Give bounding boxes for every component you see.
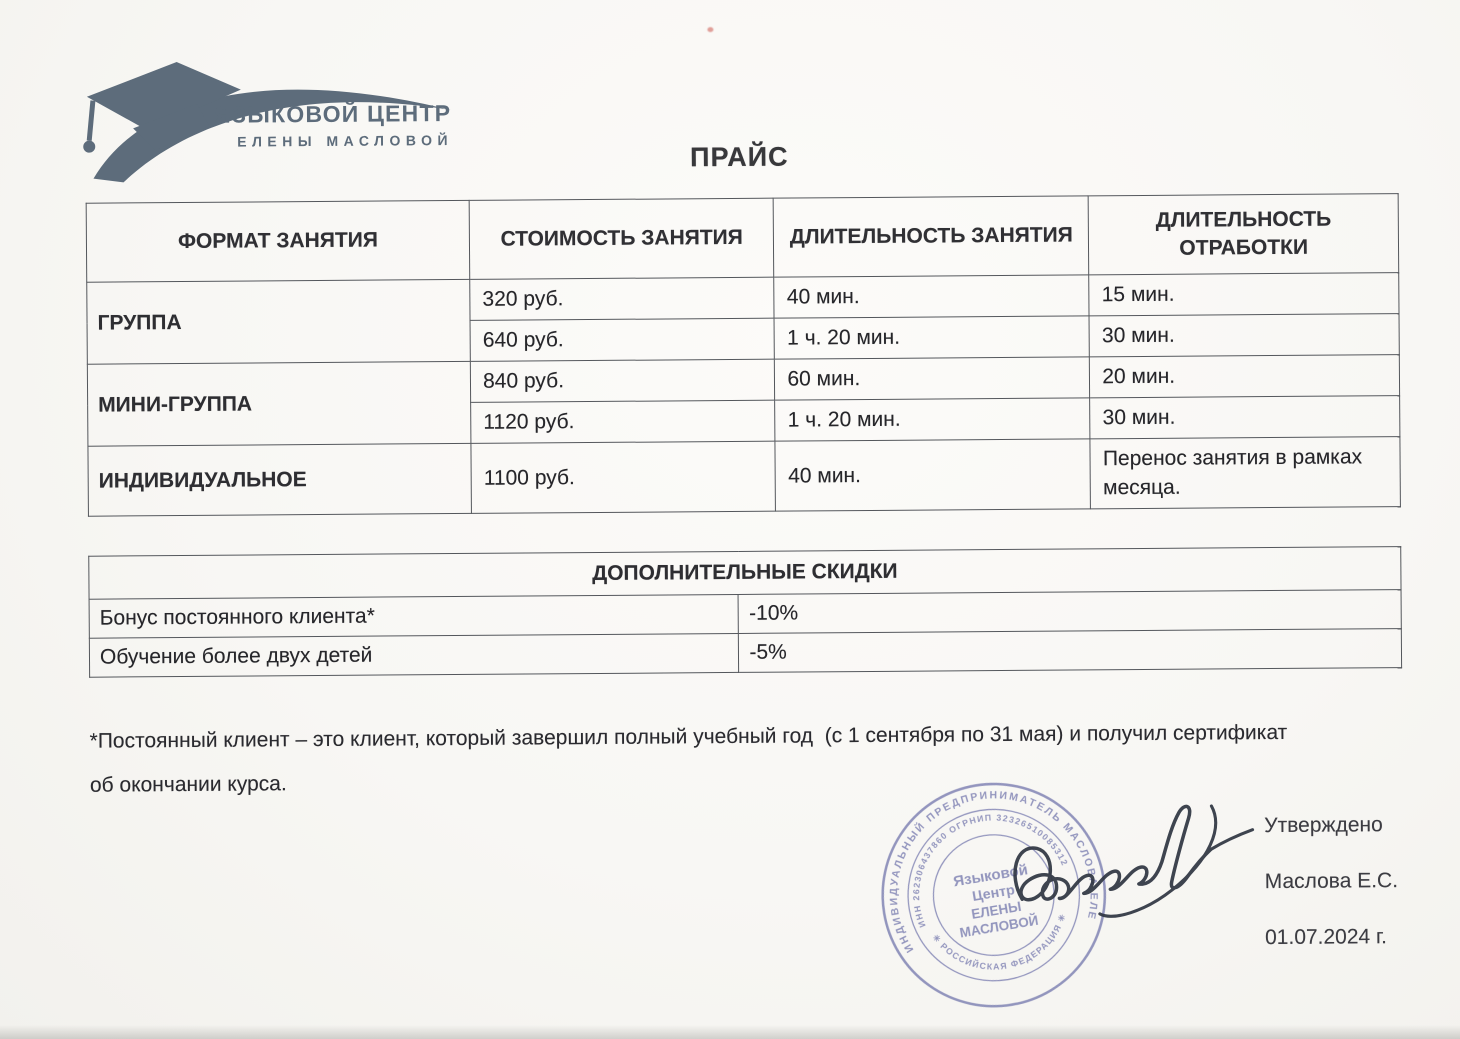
cell-format-group: ГРУППА (86, 279, 471, 365)
cell-discount-label: Бонус постоянного клиента* (89, 594, 739, 639)
col-header-format: ФОРМАТ ЗАНЯТИЯ (86, 200, 470, 283)
cell-discount-label: Обучение более двух детей (89, 633, 740, 678)
price-table: ФОРМАТ ЗАНЯТИЯ СТОИМОСТЬ ЗАНЯТИЯ ДЛИТЕЛЬ… (86, 193, 1401, 517)
page-title: ПРАЙС (690, 141, 789, 173)
col-header-makeup: ДЛИТЕЛЬНОСТЬ ОТРАБОТКИ (1088, 193, 1399, 275)
cell-price: 320 руб. (469, 277, 775, 321)
company-stamp: ИНДИВИДУАЛЬНЫЙ ПРЕДПРИНИМАТЕЛЬ МАСЛОВА Е… (850, 753, 1131, 1032)
cell-format-individual: ИНДИВИДУАЛЬНОЕ (87, 443, 472, 517)
approval-status: Утверждено (1264, 813, 1383, 838)
approval-date: 01.07.2024 г. (1264, 925, 1388, 950)
cell-makeup: 20 мин. (1089, 354, 1400, 398)
cell-price: 640 руб. (470, 318, 775, 362)
signature (992, 787, 1270, 952)
discount-table: ДОПОЛНИТЕЛЬНЫЕ СКИДКИ Бонус постоянного … (88, 546, 1402, 678)
cell-duration: 40 мин. (775, 438, 1091, 512)
cell-makeup: 30 мин. (1089, 313, 1400, 357)
cell-discount-value: -10% (738, 589, 1402, 634)
cell-price: 840 руб. (470, 359, 776, 403)
footnote-line2: об окончании курса. (89, 772, 287, 797)
logo-title: ЯЗЫКОВОЙ ЦЕНТР (213, 100, 452, 128)
cell-duration: 1 ч. 20 мин. (775, 397, 1091, 442)
cell-discount-value: -5% (738, 628, 1402, 673)
signature-icon (1013, 804, 1255, 918)
approval-name: Маслова Е.С. (1264, 869, 1399, 894)
cell-duration: 60 мин. (774, 356, 1090, 401)
col-header-duration: ДЛИТЕЛЬНОСТЬ ЗАНЯТИЯ (773, 195, 1090, 278)
scan-artifact-speck (707, 27, 714, 33)
cell-duration: 40 мин. (774, 274, 1090, 319)
price-table-header-row: ФОРМАТ ЗАНЯТИЯ СТОИМОСТЬ ЗАНЯТИЯ ДЛИТЕЛЬ… (86, 193, 1399, 283)
approval-block: Утверждено Маслова Е.С. 01.07.2024 г. (1264, 813, 1435, 982)
footnote-line1: *Постоянный клиент – это клиент, который… (89, 720, 1288, 753)
cell-makeup: Перенос занятия в рамках месяца. (1090, 436, 1401, 509)
cell-price: 1120 руб. (470, 400, 776, 444)
logo: ЯЗЫКОВОЙ ЦЕНТР ЕЛЕНЫ МАСЛОВОЙ (81, 52, 474, 187)
table-row: ИНДИВИДУАЛЬНОЕ 1100 руб. 40 мин. Перенос… (87, 436, 1401, 517)
cell-price: 1100 руб. (471, 441, 776, 514)
cell-format-minigroup: МИНИ-ГРУППА (87, 361, 472, 447)
stamp-center-line2: Центр (971, 882, 1016, 905)
logo-subtitle: ЕЛЕНЫ МАСЛОВОЙ (237, 132, 454, 150)
cell-makeup: 30 мин. (1089, 395, 1400, 439)
cell-duration: 1 ч. 20 мин. (774, 315, 1090, 360)
table-row: Обучение более двух детей -5% (89, 628, 1402, 678)
cell-makeup: 15 мин. (1089, 272, 1400, 316)
round-seal-icon: ИНДИВИДУАЛЬНЫЙ ПРЕДПРИНИМАТЕЛЬ МАСЛОВА Е… (850, 753, 1107, 1008)
col-header-price: СТОИМОСТЬ ЗАНЯТИЯ (469, 198, 775, 280)
graduation-cap-icon (83, 62, 451, 183)
